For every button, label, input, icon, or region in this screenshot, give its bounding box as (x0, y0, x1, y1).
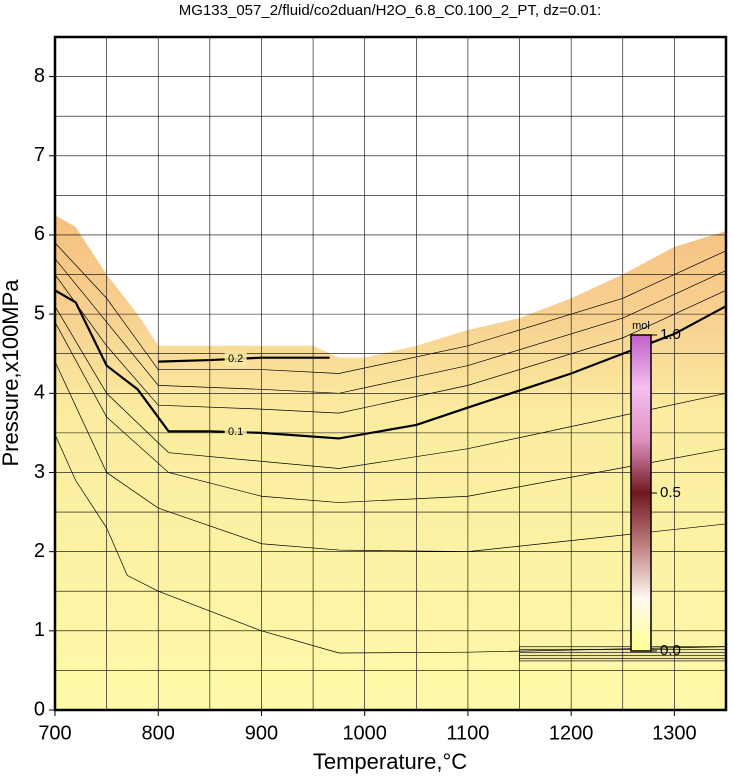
contour-line (54, 274, 727, 414)
contour-line (54, 258, 727, 394)
chart-title: MG133_057_2/fluid/co2duan/H2O_6.8_C0.100… (179, 2, 601, 19)
contour-line (54, 242, 727, 374)
colorbar-label: mol (632, 320, 650, 332)
y-tick-label: 8 (34, 65, 45, 87)
colorbar (630, 334, 652, 652)
x-tick-label: 700 (38, 722, 71, 744)
x-tick-label: 800 (142, 722, 175, 744)
contour-line (54, 306, 727, 469)
y-tick-label: 3 (34, 461, 45, 483)
plot-frame (53, 35, 728, 712)
y-tick-label: 6 (34, 223, 45, 245)
colorbar-tick-label: 0.0 (660, 642, 681, 659)
y-tick-label: 4 (34, 382, 45, 404)
colorbar-tick-label: 1.0 (660, 326, 681, 343)
contour-line (54, 434, 727, 654)
y-axis-label: Pressure,x100MPa (0, 279, 23, 467)
x-tick-label: 1300 (652, 722, 697, 744)
contour-label: 0.1 (228, 426, 243, 438)
colorbar-tick-label: 0.5 (660, 484, 681, 501)
y-tick-label: 5 (34, 302, 45, 324)
contour-line (54, 361, 727, 552)
contour-label-bg (224, 351, 247, 366)
y-tick-label: 1 (34, 619, 45, 641)
x-axis-label: Temperature,°C (313, 749, 467, 774)
domain-area (55, 215, 726, 710)
x-tick-label: 900 (245, 722, 278, 744)
y-tick-label: 2 (34, 540, 45, 562)
contour-line (54, 321, 727, 503)
x-tick-label: 1100 (446, 722, 489, 744)
plot-area: 0.1 0.2 (54, 36, 727, 711)
x-tick-label: 1200 (549, 722, 594, 744)
y-tick-label: 0 (34, 698, 45, 720)
y-tick-label: 7 (34, 144, 45, 166)
contour-label-bg (224, 425, 247, 440)
contour-label: 0.2 (228, 353, 243, 365)
contour-line (54, 289, 727, 440)
x-tick-label: 1000 (342, 722, 387, 744)
